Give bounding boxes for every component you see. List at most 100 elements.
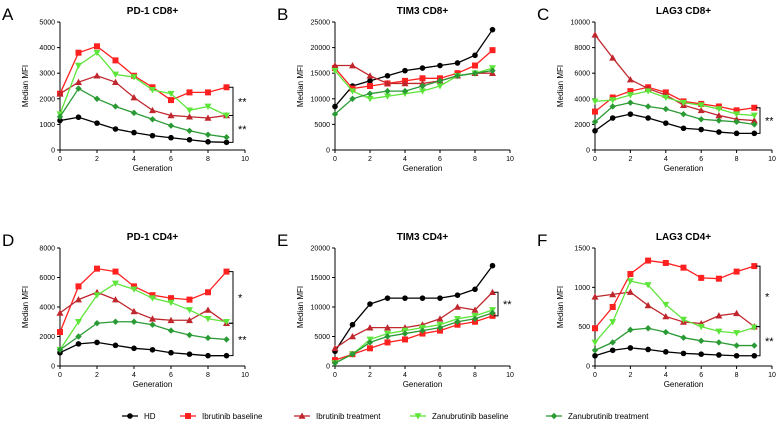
data-point [75,114,82,121]
panel-c: C LAG3 CD8+ 0 2000 4000 6000 8000 10000 0 2 4 6 8 10 G… [537,5,776,173]
y-axis-label: Median MFI [556,65,565,107]
data-point [489,309,496,317]
legend-marker [550,412,558,420]
data-point [680,110,687,118]
data-point [471,70,479,77]
series-line [59,267,227,333]
data-point [402,295,408,301]
data-point [366,96,374,103]
data-point [149,321,156,328]
y-axis-label: Median MFI [21,286,30,328]
data-point [751,130,758,137]
data-point [130,318,138,325]
panel-title: TIM3 CD8+ [397,6,449,17]
series-ibrutinib-treatment [56,72,230,121]
data-point [204,306,212,313]
data-point [715,111,723,119]
y-tick-label: 0 [51,364,55,371]
x-tick-label: 10 [506,156,514,163]
data-point [223,336,230,343]
data-point [204,131,212,138]
data-point [223,134,230,141]
y-axis-label: Median MFI [21,65,30,107]
y-tick-label: 8000 [39,246,55,253]
data-point [715,328,723,335]
x-tick-label: 8 [473,156,477,163]
data-point [168,134,174,141]
x-tick-label: 6 [438,372,442,379]
panel-letter: E [277,231,288,250]
legend-label: Zanubrutinib baseline [432,412,509,421]
panel-letter: D [2,231,14,250]
data-point [75,333,82,340]
data-point [698,116,705,123]
data-point [733,111,741,118]
data-point [489,262,496,269]
series-line [59,116,227,143]
data-point [698,126,704,133]
data-point [663,349,669,355]
data-point [168,97,174,104]
series-hd [592,345,758,359]
y-tick-label: 20000 [311,246,331,253]
legend-label: Ibrutinib treatment [316,412,381,421]
data-point [186,107,193,114]
series-line [59,282,227,351]
data-point [627,270,634,277]
data-point [366,324,374,331]
series-line [334,49,493,90]
data-point [662,94,670,102]
data-point [149,106,156,114]
series-line [334,29,494,107]
series-line [594,101,755,126]
x-tick-label: 6 [699,156,703,163]
data-point [130,286,138,293]
data-point [367,301,373,307]
data-point [626,278,634,285]
x-tick-label: 4 [403,156,407,163]
data-point [131,283,137,290]
data-point [167,327,175,334]
significance-label: ** [503,299,512,311]
data-point [56,309,64,316]
data-point [592,325,598,332]
data-point [94,265,100,272]
data-point [489,47,496,54]
y-tick-label: 2000 [39,334,55,341]
y-tick-label: 2000 [39,96,55,103]
data-point [167,122,175,129]
y-tick-label: 5000 [314,334,330,341]
data-point [149,295,156,302]
data-point [402,67,408,74]
data-point [223,352,230,359]
data-point [186,331,193,339]
data-point [733,342,740,349]
data-point [609,347,616,354]
series-zanubrutinib-treatment [331,309,496,367]
x-tick-label: 4 [664,372,668,379]
x-tick-label: 0 [58,372,62,379]
legend-item: Ibrutinib treatment [294,412,381,421]
y-tick-label: 1000 [39,122,55,129]
series-hd [57,114,230,146]
x-tick-label: 10 [768,156,776,163]
data-point [223,268,230,275]
data-point [471,306,479,313]
series-hd [592,111,758,137]
data-point [366,90,374,97]
data-point [715,339,723,346]
y-tick-label: 20000 [311,45,331,52]
series-zanubrutinib-treatment [591,99,758,128]
data-point [75,62,82,70]
data-point [751,121,758,128]
data-point [56,113,64,120]
data-point [186,136,193,143]
legend-item: Zanubrutinib baseline [410,412,509,421]
data-point [331,67,339,75]
data-point [331,110,339,118]
data-point [609,339,616,346]
x-axis-label: Generation [664,380,704,389]
data-point [471,315,479,322]
data-point [454,292,461,299]
x-tick-label: 10 [768,372,776,379]
